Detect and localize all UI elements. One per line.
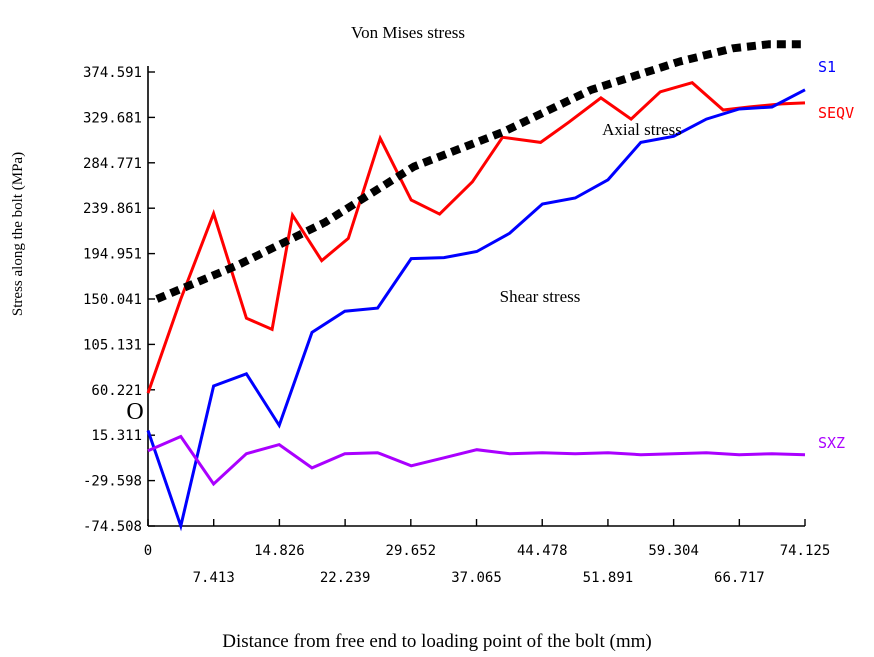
x-tick-label: 66.717 <box>714 570 765 586</box>
x-tick-label: 51.891 <box>583 570 634 586</box>
y-tick-label: -29.598 <box>83 474 142 490</box>
series-label-s1: S1 <box>818 58 836 76</box>
series-line-von-mises-curve <box>155 40 805 303</box>
y-tick-label: 60.221 <box>91 383 142 399</box>
series-line-sxz <box>147 434 806 487</box>
y-tick-label: 374.591 <box>83 65 142 81</box>
y-tick-label: 150.041 <box>83 292 142 308</box>
series-layer <box>146 40 806 532</box>
axes: 374.591 329.681 284.771 239.861 194.951 150.0… <box>83 65 830 586</box>
y-tick-label: 15.311 <box>91 428 142 444</box>
x-tick-label: 14.826 <box>254 543 305 559</box>
y-tick-label: 284.771 <box>83 156 142 172</box>
y-tick-label: 239.861 <box>83 201 142 217</box>
series-label-sxz: SXZ <box>818 434 845 452</box>
series-line-seqv <box>146 81 806 394</box>
y-tick-label: 105.131 <box>83 337 142 353</box>
x-tick-label: 59.304 <box>648 543 699 559</box>
labels: Von Mises stress Axial stress Shear stre… <box>10 23 854 652</box>
annotation-axial: Axial stress <box>602 120 682 139</box>
x-tick-label: 44.478 <box>517 543 568 559</box>
annotation-von-mises: Von Mises stress <box>351 23 465 42</box>
y-axis-title: Stress along the bolt (MPa) <box>10 152 26 316</box>
series-label-seqv: SEQV <box>818 104 854 122</box>
y-tick-label: 329.681 <box>83 110 142 126</box>
x-axis-title: Distance from free end to loading point … <box>222 631 652 652</box>
x-tick-label: 22.239 <box>320 570 371 586</box>
x-tick-label: 74.125 <box>780 543 831 559</box>
y-tick-label: -74.508 <box>83 519 142 535</box>
x-tick-label: 37.065 <box>451 570 502 586</box>
x-tick-label: 0 <box>144 543 152 559</box>
series-line-s1 <box>146 88 806 532</box>
x-tick-label: 29.652 <box>386 543 437 559</box>
annotation-shear: Shear stress <box>500 287 581 306</box>
y-tick-label: 194.951 <box>83 247 142 263</box>
x-tick-label: 7.413 <box>193 570 235 586</box>
annotation-origin: O <box>126 399 143 425</box>
